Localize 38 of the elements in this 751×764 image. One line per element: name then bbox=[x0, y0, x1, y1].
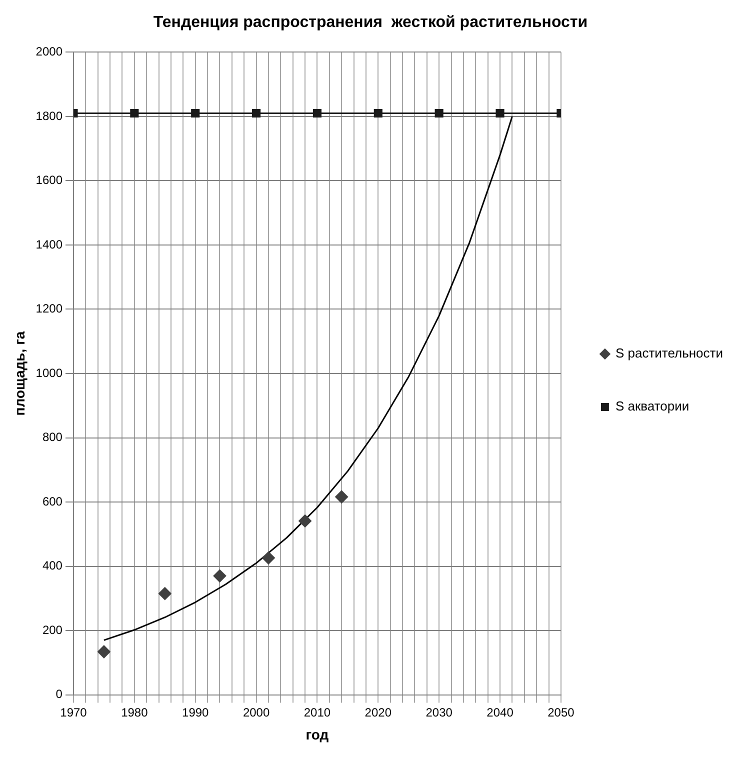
y-tick-label: 600 bbox=[42, 494, 63, 508]
y-tick-label: 1800 bbox=[36, 108, 63, 123]
x-tick-label: 2010 bbox=[304, 705, 331, 720]
y-tick-label: 1200 bbox=[36, 302, 63, 316]
y-tick-label: 2000 bbox=[36, 44, 63, 59]
point bbox=[262, 551, 275, 564]
x-tick-label: 2000 bbox=[242, 705, 270, 720]
y-tick-label: 800 bbox=[42, 430, 63, 444]
point bbox=[298, 514, 312, 528]
y-tick-label: 200 bbox=[42, 622, 63, 637]
legend-label: S растительности bbox=[615, 346, 724, 361]
x-tick-label: 2040 bbox=[486, 705, 514, 720]
x-axis-title: год bbox=[306, 726, 329, 742]
y-axis-title: площадь, га bbox=[11, 331, 28, 416]
point bbox=[374, 108, 382, 118]
point bbox=[496, 108, 504, 118]
y-tick-label: 1600 bbox=[36, 173, 63, 188]
point bbox=[213, 569, 226, 582]
x-tick-label: 1990 bbox=[182, 705, 210, 720]
y-tick-label: 1000 bbox=[36, 366, 63, 380]
x-tick-label: 2050 bbox=[548, 705, 575, 720]
point bbox=[158, 587, 172, 600]
legend-label: S акватории bbox=[615, 398, 690, 414]
point bbox=[130, 108, 139, 118]
y-tick-label: 1400 bbox=[36, 237, 63, 252]
x-tick-label: 2030 bbox=[426, 705, 453, 720]
point bbox=[434, 108, 444, 118]
point bbox=[97, 645, 110, 658]
x-tick-label: 1980 bbox=[121, 705, 148, 720]
point bbox=[191, 108, 200, 118]
y-tick-label: 0 bbox=[56, 687, 63, 702]
x-tick-label: 2020 bbox=[364, 705, 392, 720]
point bbox=[312, 108, 322, 118]
y-tick-label: 400 bbox=[42, 558, 63, 573]
point bbox=[252, 108, 261, 118]
chart-title: Тенденция распространения жесткой растительности bbox=[153, 14, 588, 32]
x-tick-label: 1970 bbox=[60, 705, 88, 720]
point bbox=[335, 490, 348, 504]
